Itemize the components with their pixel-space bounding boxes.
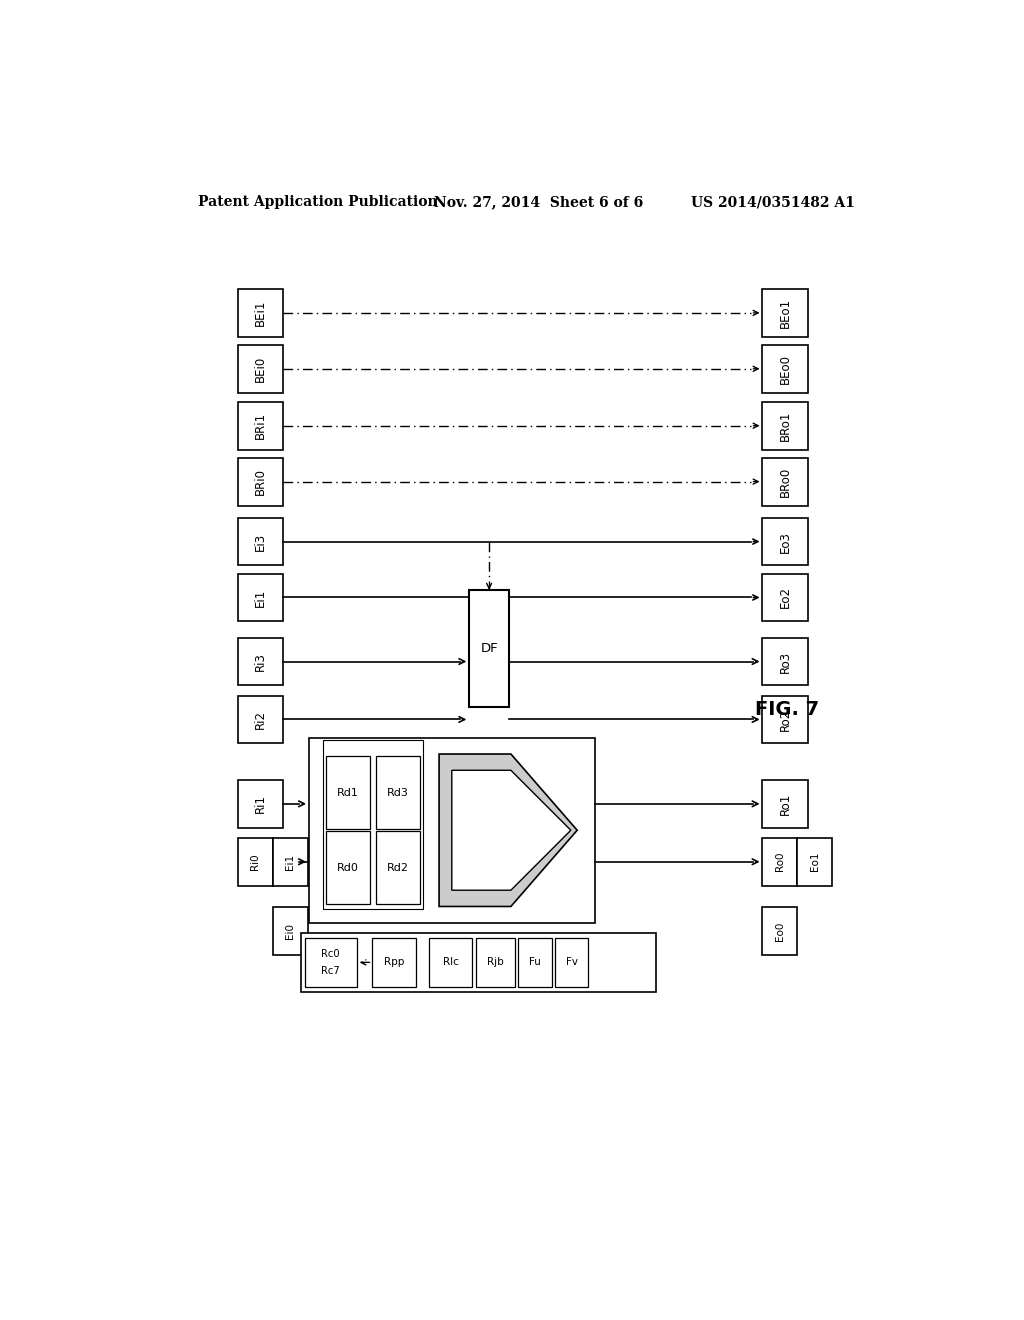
Text: Ri3: Ri3 — [254, 652, 267, 671]
Text: Ro1: Ro1 — [778, 793, 792, 814]
Bar — [763, 838, 798, 886]
Text: BEo0: BEo0 — [778, 354, 792, 384]
Text: Ri2: Ri2 — [254, 710, 267, 729]
Bar — [518, 939, 552, 987]
Bar — [301, 933, 655, 991]
Bar — [238, 401, 284, 450]
Bar — [327, 756, 370, 829]
Bar — [798, 838, 833, 886]
Text: Eo3: Eo3 — [778, 531, 792, 553]
Text: Rlc: Rlc — [442, 957, 459, 968]
Bar — [763, 574, 808, 622]
Bar — [763, 907, 798, 954]
Text: BEi0: BEi0 — [254, 355, 267, 381]
Bar — [238, 517, 284, 565]
Bar — [309, 738, 595, 923]
Bar — [475, 939, 515, 987]
Text: Fu: Fu — [529, 957, 541, 968]
Text: Ei1: Ei1 — [286, 854, 295, 870]
Bar — [238, 574, 284, 622]
Text: Rd0: Rd0 — [337, 863, 359, 873]
Text: Ri1: Ri1 — [254, 795, 267, 813]
Text: BRo1: BRo1 — [778, 411, 792, 441]
Bar — [238, 289, 284, 337]
Text: Nov. 27, 2014  Sheet 6 of 6: Nov. 27, 2014 Sheet 6 of 6 — [433, 195, 643, 209]
Text: Eo1: Eo1 — [810, 851, 820, 871]
Bar — [763, 345, 808, 392]
Text: Rc7: Rc7 — [322, 965, 340, 975]
Bar — [238, 838, 272, 886]
Bar — [238, 696, 284, 743]
Text: DF: DF — [480, 642, 498, 655]
Text: Ro2: Ro2 — [778, 709, 792, 730]
Bar — [238, 638, 284, 685]
Bar — [238, 780, 284, 828]
Bar — [763, 638, 808, 685]
Bar — [429, 939, 472, 987]
Text: Rd3: Rd3 — [387, 788, 410, 797]
Bar — [272, 838, 308, 886]
Bar — [373, 939, 416, 987]
Text: Rjb: Rjb — [487, 957, 504, 968]
Polygon shape — [439, 754, 578, 907]
Bar — [377, 832, 420, 904]
Bar — [763, 517, 808, 565]
Text: Ro0: Ro0 — [775, 851, 785, 871]
Text: Ro3: Ro3 — [778, 651, 792, 673]
Text: Rc0: Rc0 — [322, 949, 340, 960]
Text: BRo0: BRo0 — [778, 466, 792, 496]
Bar — [763, 780, 808, 828]
Text: FIG. 7: FIG. 7 — [755, 700, 819, 719]
Text: Patent Application Publication: Patent Application Publication — [198, 195, 437, 209]
Bar — [763, 696, 808, 743]
Text: US 2014/0351482 A1: US 2014/0351482 A1 — [691, 195, 855, 209]
Text: Ri0: Ri0 — [251, 854, 260, 870]
Text: Ei1: Ei1 — [254, 589, 267, 607]
Bar — [327, 832, 370, 904]
Bar — [238, 458, 284, 506]
Text: Eo2: Eo2 — [778, 586, 792, 609]
Bar — [763, 289, 808, 337]
Bar — [763, 401, 808, 450]
Bar — [469, 590, 509, 706]
Polygon shape — [452, 771, 570, 890]
Text: Ei0: Ei0 — [286, 923, 295, 939]
Text: Eo0: Eo0 — [775, 921, 785, 941]
Text: BRi0: BRi0 — [254, 469, 267, 495]
Text: BRi1: BRi1 — [254, 412, 267, 440]
Text: Rd1: Rd1 — [337, 788, 359, 797]
Text: BEi1: BEi1 — [254, 300, 267, 326]
Bar — [272, 907, 308, 954]
Text: Rpp: Rpp — [384, 957, 404, 968]
Text: Fv: Fv — [565, 957, 578, 968]
Text: Ei3: Ei3 — [254, 532, 267, 550]
Bar — [763, 458, 808, 506]
Bar — [305, 939, 356, 987]
Bar — [324, 739, 423, 908]
Text: BEo1: BEo1 — [778, 298, 792, 327]
Bar — [238, 345, 284, 392]
Bar — [377, 756, 420, 829]
Bar — [555, 939, 589, 987]
Text: Rd2: Rd2 — [387, 863, 410, 873]
